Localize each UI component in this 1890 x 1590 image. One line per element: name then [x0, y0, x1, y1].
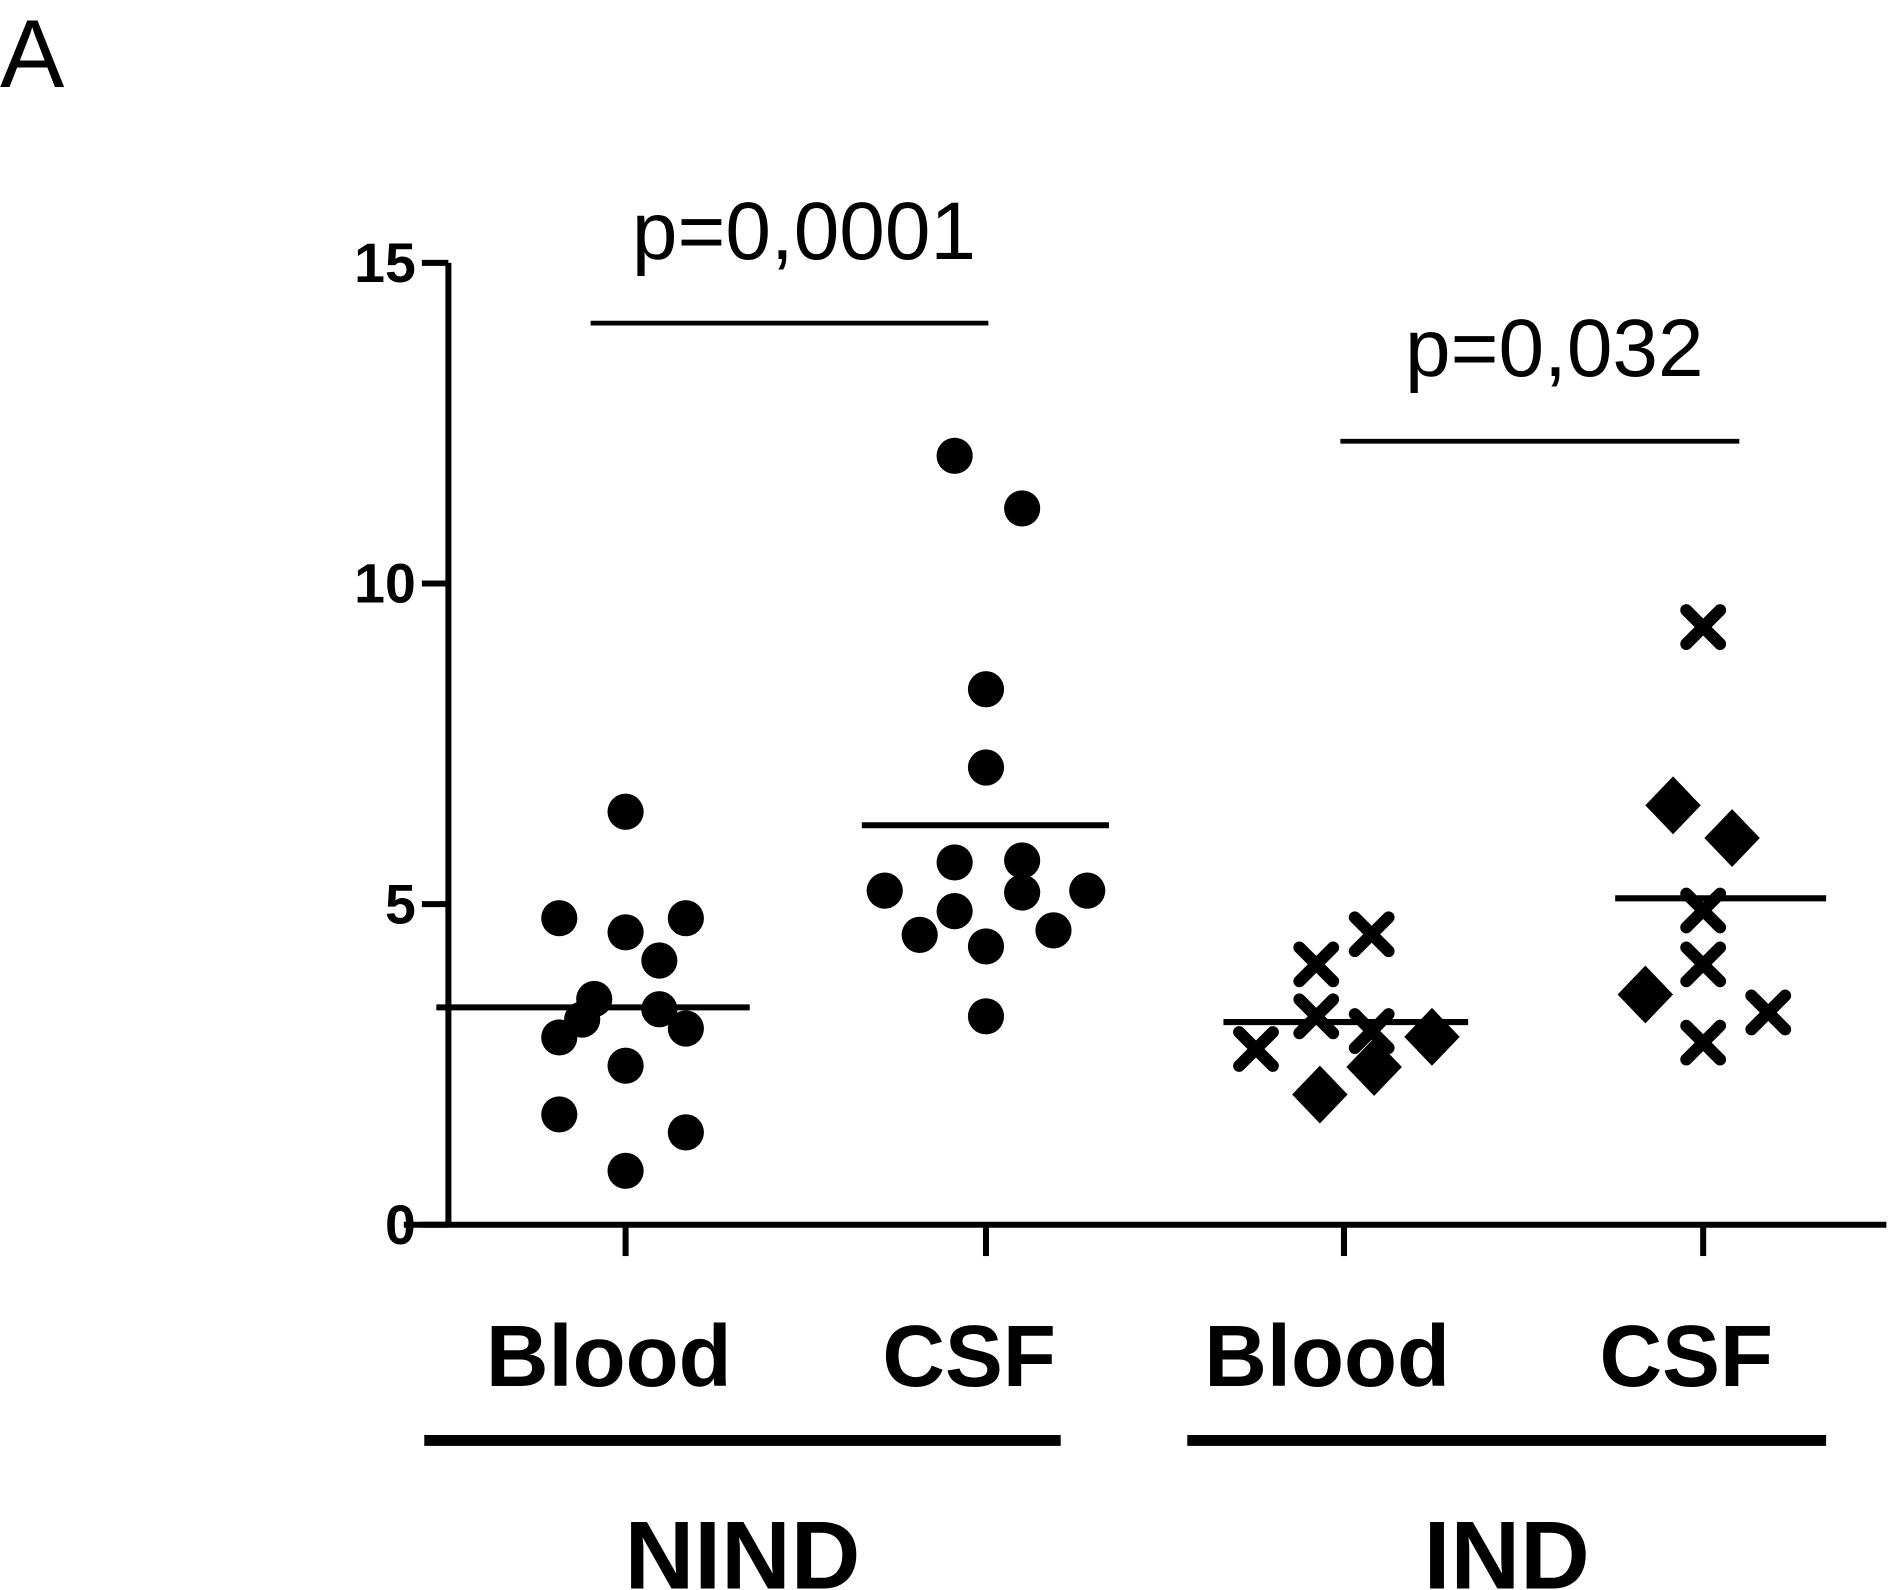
- circle-point: [607, 1047, 644, 1084]
- y-tick-label: 15: [354, 232, 416, 294]
- circle-point: [541, 1096, 578, 1133]
- category-label: Blood: [1204, 1308, 1450, 1405]
- data-points: [436, 437, 1827, 1189]
- circle-point: [901, 916, 938, 953]
- circle-point: [1004, 490, 1041, 527]
- circle-point: [936, 893, 973, 930]
- circle-point: [607, 1152, 644, 1189]
- circle-point: [667, 1010, 704, 1047]
- circle-point: [866, 872, 903, 909]
- circle-point: [541, 900, 578, 937]
- circle-point: [967, 749, 1005, 786]
- circle-point: [967, 998, 1005, 1035]
- x-point: [1680, 604, 1727, 650]
- circle-point: [1069, 872, 1106, 909]
- group-label: NIND: [625, 1503, 861, 1590]
- circle-point: [967, 928, 1005, 965]
- circle-point: [1004, 874, 1041, 911]
- y-tick-label: 5: [385, 873, 416, 935]
- diamond-point: [1617, 965, 1674, 1024]
- circle-point: [1004, 842, 1041, 879]
- x-point: [1680, 941, 1727, 988]
- diamond-point: [1346, 1038, 1402, 1096]
- category-label: CSF: [1600, 1308, 1774, 1405]
- x-point: [1233, 1026, 1279, 1072]
- circle-point: [607, 914, 644, 951]
- panel-label: A: [0, 1, 65, 108]
- x-point: [1745, 989, 1792, 1036]
- p-value-label: p=0,0001: [632, 186, 976, 277]
- circle-point: [936, 437, 973, 474]
- circle-point: [641, 942, 678, 979]
- group-label: IND: [1424, 1503, 1590, 1590]
- x-point: [1680, 1019, 1727, 1066]
- y-tick-label: 0: [385, 1194, 416, 1256]
- circle-point: [967, 671, 1005, 708]
- y-tick-label: 10: [354, 553, 416, 615]
- x-point: [1293, 993, 1340, 1040]
- axes: 0 5 10 15 Blood CSF Blood CSF NIND IND p=0,0001 p=0…: [354, 186, 1887, 1590]
- x-point: [1293, 941, 1340, 988]
- x-point: [1348, 911, 1395, 958]
- circle-point: [1035, 912, 1072, 949]
- circle-point: [667, 900, 704, 937]
- p-value-label: p=0,032: [1405, 303, 1704, 394]
- diamond-point: [1292, 1065, 1348, 1124]
- circle-point: [667, 1114, 704, 1151]
- circle-point: [936, 844, 973, 881]
- diamond-point: [1645, 776, 1701, 835]
- circle-point: [541, 1019, 578, 1056]
- category-label: Blood: [486, 1308, 732, 1405]
- diamond-point: [1404, 1007, 1460, 1066]
- diamond-point: [1704, 809, 1760, 867]
- category-label: CSF: [882, 1308, 1056, 1405]
- circle-point: [607, 793, 644, 830]
